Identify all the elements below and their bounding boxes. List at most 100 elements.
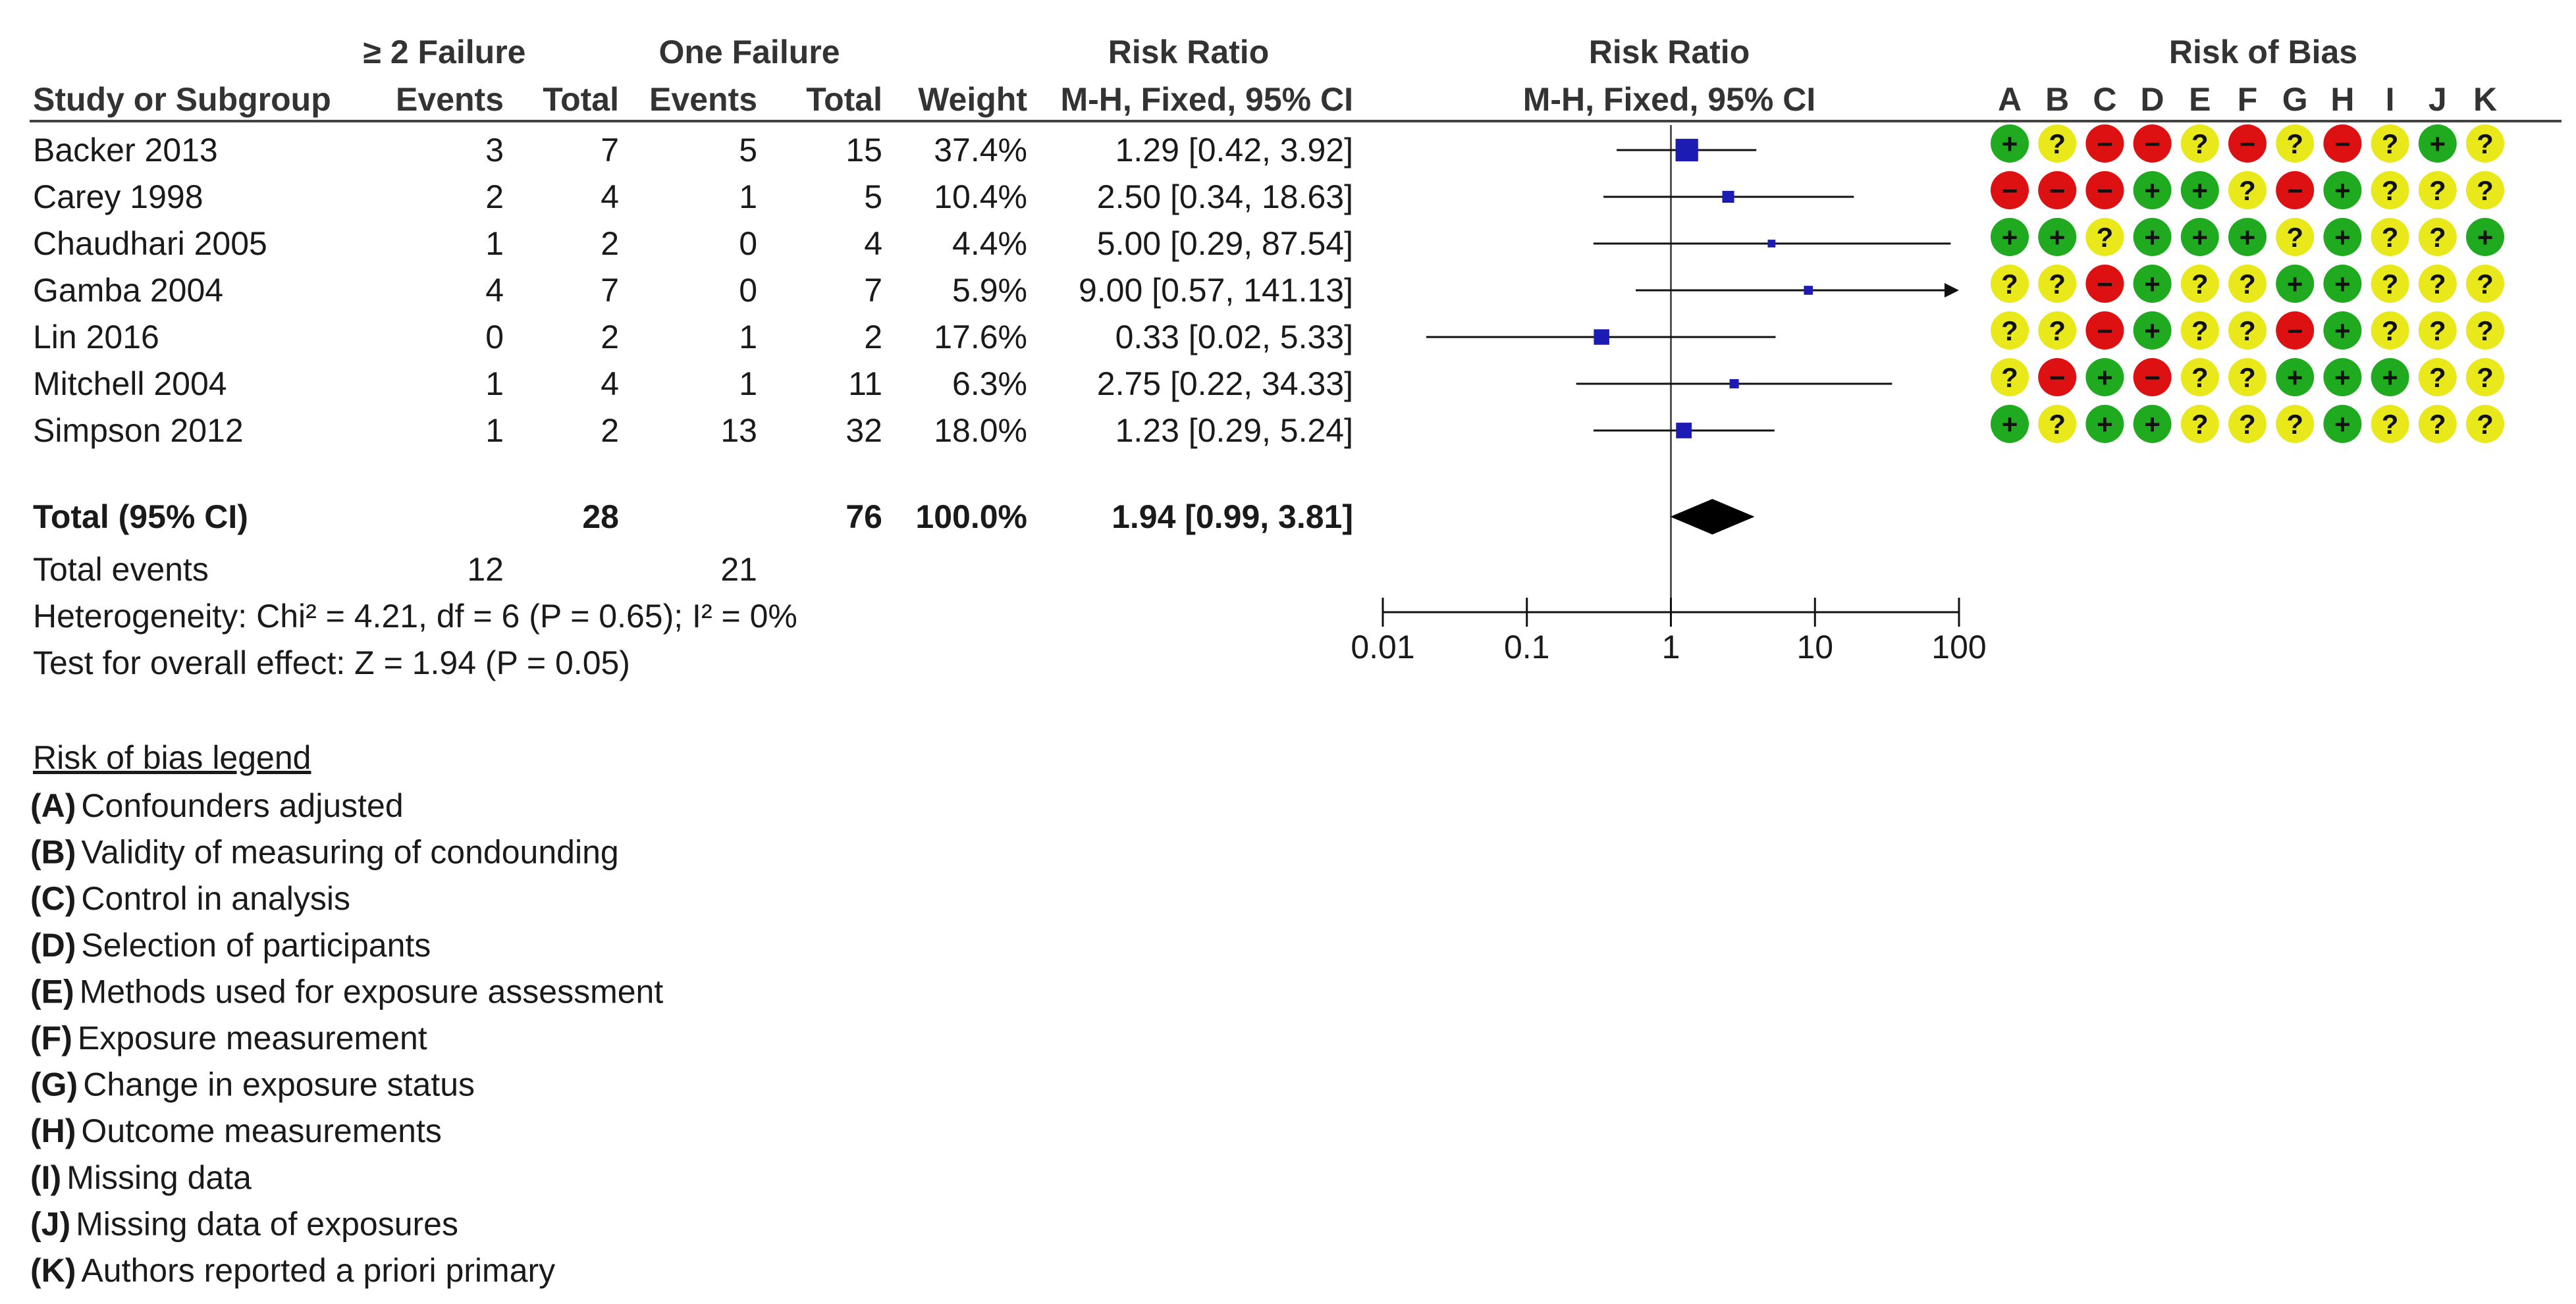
table-row: Backer 2013 3 7 5 15 37.4% 1.29 [0.42, 3.92]: [33, 132, 1353, 169]
bias-rating-symbol: +: [2144, 175, 2160, 206]
legend-key: (K): [30, 1252, 76, 1289]
bias-rating-symbol: −: [2049, 362, 2066, 393]
bias-domain-header: K: [2473, 81, 2497, 118]
events1-value: 0: [485, 319, 504, 355]
bias-rating-symbol: +: [2097, 362, 2113, 393]
bias-high-icon: −: [1991, 171, 2029, 209]
study-name: Simpson 2012: [33, 412, 244, 449]
study-name: Gamba 2004: [33, 272, 223, 309]
bias-rating-dot: [2466, 218, 2504, 256]
legend-key: (E): [30, 973, 74, 1010]
bias-unclear-icon: ?: [2085, 218, 2124, 256]
bias-rating-dot: [2418, 124, 2457, 163]
total2-header: Total: [806, 81, 882, 118]
bias-rating-symbol: ?: [2239, 175, 2256, 206]
total1-header: Total: [543, 81, 619, 118]
bias-rating-symbol: ?: [2001, 362, 2018, 393]
bias-unclear-icon: ?: [2180, 358, 2219, 396]
bias-unclear-icon: ?: [2466, 265, 2504, 303]
table-row: Mitchell 2004 1 4 1 11 6.3% 2.75 [0.22, 34.33]: [33, 365, 1353, 402]
bias-high-icon: −: [2085, 171, 2124, 209]
bias-rating-symbol: ?: [2382, 222, 2399, 253]
bias-high-icon: −: [2276, 171, 2315, 209]
legend-item: (C) Control in analysis: [30, 880, 350, 917]
events2-header: Events: [649, 81, 757, 118]
table-row: Chaudhari 2005 1 2 0 4 4.4% 5.00 [0.29, 87.54]: [33, 225, 1353, 262]
bias-unclear-icon: ?: [2038, 311, 2077, 350]
bias-rating-symbol: ?: [2239, 269, 2256, 300]
bias-low-icon: +: [2180, 171, 2219, 209]
weight-value: 6.3%: [952, 365, 1027, 402]
bias-unclear-icon: ?: [1991, 311, 2029, 350]
total-events-label: Total events: [33, 551, 209, 588]
rr-ci-value: 2.50 [0.34, 18.63]: [1097, 178, 1353, 215]
total-t1: 28: [582, 498, 619, 535]
total2-value: 5: [864, 178, 882, 215]
point-estimate-marker: [1767, 240, 1776, 248]
bias-rating-symbol: ?: [2429, 362, 2446, 393]
bias-rating-dot: [2133, 358, 2172, 396]
bias-rating-dot: [2133, 265, 2172, 303]
bias-unclear-icon: ?: [1991, 358, 2029, 396]
bias-low-icon: +: [2323, 311, 2362, 350]
bias-low-icon: +: [1991, 405, 2029, 443]
bias-unclear-icon: ?: [2418, 358, 2457, 396]
bias-unclear-icon: ?: [2371, 171, 2409, 209]
bias-low-icon: +: [2371, 358, 2409, 396]
legend-key: (B): [30, 834, 76, 871]
bias-rating-dot: [2466, 311, 2504, 350]
study-estimate: [1593, 240, 1951, 248]
group1-header: ≥ 2 Failure: [363, 34, 526, 70]
legend-text: Outcome measurements: [81, 1112, 441, 1149]
point-estimate-marker: [1675, 138, 1698, 162]
study-estimate: [1617, 138, 1757, 162]
overall-effect-stat: Test for overall effect: Z = 1.94 (P = 0…: [33, 644, 630, 681]
bias-rating-symbol: +: [2097, 409, 2113, 440]
bias-rating-dot: [2228, 405, 2267, 443]
legend-text: Validity of measuring of condounding: [81, 834, 618, 871]
bias-rating-dot: [2418, 265, 2457, 303]
legend-key: (A): [30, 787, 76, 824]
bias-rating-symbol: +: [2144, 315, 2160, 346]
bias-rating-symbol: ?: [2429, 409, 2446, 440]
bias-rating-symbol: −: [2287, 175, 2303, 206]
bias-legend: (A) Confounders adjusted(B) Validity of me…: [30, 787, 663, 1289]
bias-rating-dot: [2180, 171, 2219, 209]
bias-rating-dot: [2276, 218, 2315, 256]
bias-unclear-icon: ?: [2418, 311, 2457, 350]
legend-key: (J): [30, 1205, 70, 1242]
bias-rating-dot: [2466, 405, 2504, 443]
weight-header: Weight: [918, 81, 1027, 118]
bias-rating-dot: [2133, 124, 2172, 163]
legend-text: Control in analysis: [81, 880, 350, 917]
bias-rating-dot: [2228, 311, 2267, 350]
bias-rating-symbol: ?: [2049, 315, 2066, 346]
bias-unclear-icon: ?: [2180, 311, 2219, 350]
bias-rating-dot: [2133, 311, 2172, 350]
heterogeneity-stat: Heterogeneity: Chi² = 4.21, df = 6 (P = …: [33, 598, 797, 635]
rr-ci-value: 5.00 [0.29, 87.54]: [1097, 225, 1353, 262]
point-estimate-marker: [1676, 423, 1692, 438]
bias-rating-symbol: ?: [2382, 175, 2399, 206]
rr-ci-value: 1.23 [0.29, 5.24]: [1115, 412, 1353, 449]
bias-rating-symbol: ?: [2001, 269, 2018, 300]
bias-rating-dot: [2228, 124, 2267, 163]
bias-rating-dot: [2323, 358, 2362, 396]
bias-high-icon: −: [2038, 171, 2077, 209]
bias-unclear-icon: ?: [2466, 124, 2504, 163]
weight-value: 10.4%: [934, 178, 1027, 215]
bias-rating-dot: [2276, 405, 2315, 443]
bias-rating-dot: [2228, 171, 2267, 209]
bias-high-icon: −: [2038, 358, 2077, 396]
bias-rating-dot: [2466, 265, 2504, 303]
events2-value: 1: [739, 319, 757, 355]
bias-rating-dot: [2323, 218, 2362, 256]
bias-rating-dot: [2418, 218, 2457, 256]
bias-rating-symbol: ?: [2239, 315, 2256, 346]
bias-low-icon: +: [2180, 218, 2219, 256]
study-estimate: [1426, 329, 1776, 345]
bias-unclear-icon: ?: [2180, 124, 2219, 163]
bias-domain-header: J: [2428, 81, 2447, 118]
bias-rating-symbol: +: [2002, 128, 2018, 159]
bias-domain-header: A: [1998, 81, 2022, 118]
